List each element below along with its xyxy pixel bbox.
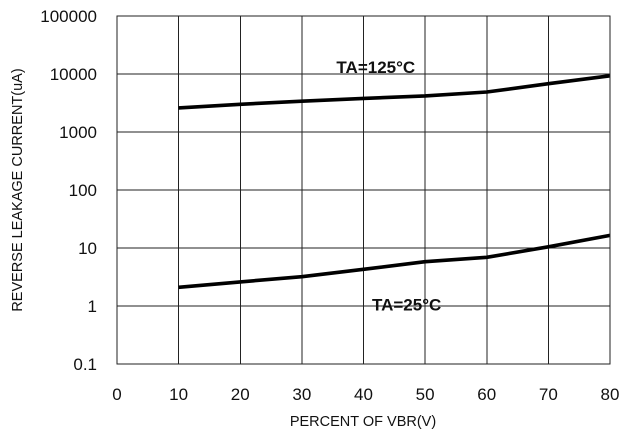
y-axis-title: REVERSE LEAKAGE CURRENT(uA) [10, 68, 26, 311]
grid-lines [117, 16, 610, 364]
x-tick-label: 60 [477, 385, 496, 404]
y-tick-label: 0.1 [73, 355, 97, 374]
y-tick-label: 100000 [40, 7, 97, 26]
series-lines [178, 74, 611, 290]
curve-label-1: TA=125°C [336, 58, 415, 77]
y-tick-label: 10000 [50, 65, 97, 84]
x-tick-label: 80 [601, 385, 620, 404]
x-tick-labels: 0 10 20 30 40 50 60 70 80 [112, 385, 619, 404]
plot-frame [116, 15, 611, 365]
y-tick-label: 10 [78, 239, 97, 258]
curve-annotations: TA=125°C TA=25°C [336, 58, 441, 315]
x-tick-label: 20 [231, 385, 250, 404]
x-tick-label: 30 [292, 385, 311, 404]
x-tick-label: 0 [112, 385, 121, 404]
curve-label-2: TA=25°C [372, 296, 441, 315]
x-axis-title: PERCENT OF VBR(V) [290, 414, 436, 430]
y-tick-label: 1 [88, 297, 97, 316]
x-tick-label: 70 [539, 385, 558, 404]
series-line-1 [178, 74, 611, 110]
x-tick-label: 40 [354, 385, 373, 404]
x-tick-label: 50 [416, 385, 435, 404]
y-tick-label: 100 [69, 181, 97, 200]
series-line-2 [178, 233, 611, 290]
y-tick-label: 1000 [59, 123, 97, 142]
y-tick-labels: 0.1 1 10 100 1000 10000 100000 [40, 7, 97, 374]
x-tick-label: 10 [169, 385, 188, 404]
